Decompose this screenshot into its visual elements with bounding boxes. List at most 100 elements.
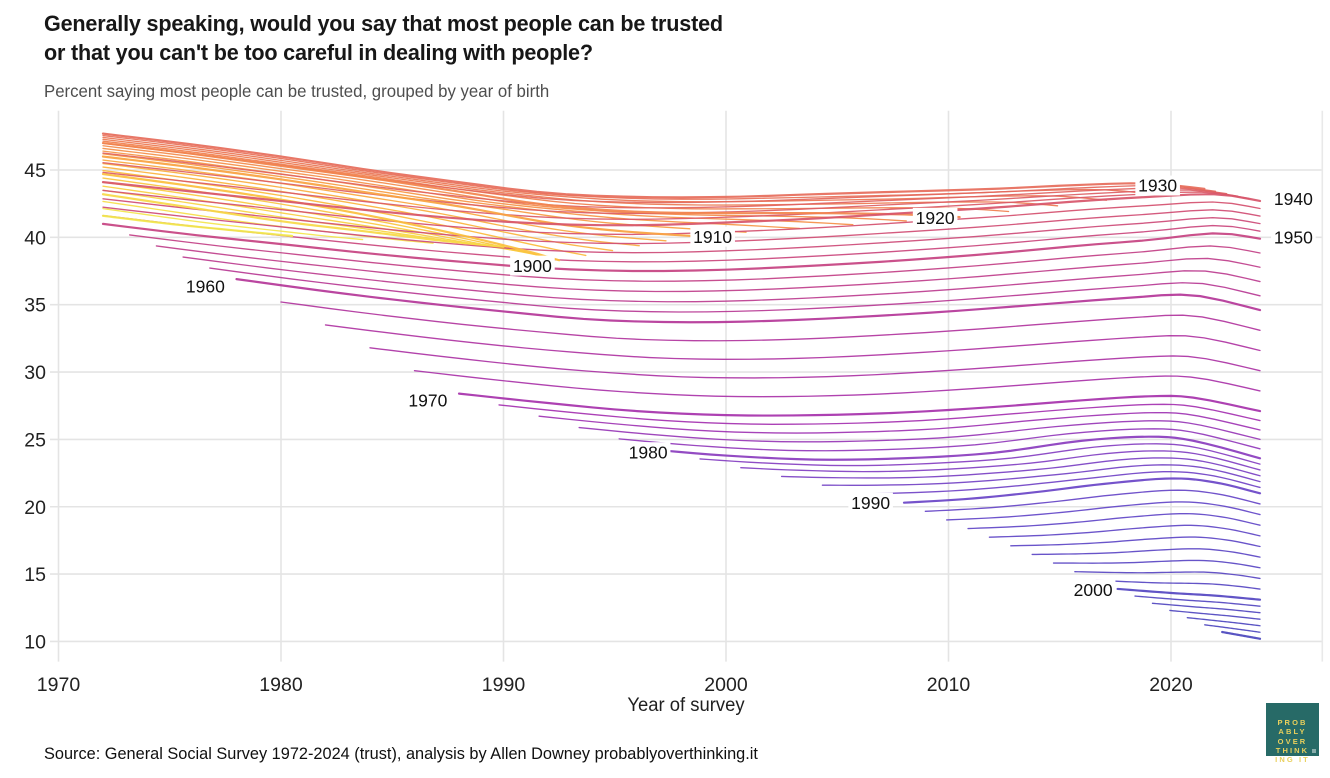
y-tick-label-45: 45 [24, 160, 46, 182]
cohort-label-1980: 1980 [629, 442, 668, 462]
cohort-line-1999 [1095, 579, 1261, 590]
cohort-line-1912 [102, 153, 747, 233]
cohort-label-1940: 1940 [1274, 189, 1313, 209]
cohort-line-1990 [902, 477, 1262, 504]
x-axis-title: Year of survey [627, 695, 745, 716]
cohort-label-bg-2000 [1070, 579, 1116, 600]
cohort-line-1982 [699, 443, 1261, 467]
cohort-line-1988 [862, 471, 1261, 495]
source-attribution: Source: General Social Survey 1972-2024 … [44, 744, 758, 763]
cohort-line-1976 [578, 420, 1261, 443]
cohort-label-bg-1980 [625, 442, 671, 463]
logo-mark [1312, 749, 1316, 753]
x-tick-label-2020: 2020 [1149, 674, 1193, 696]
cohort-line-1960 [235, 278, 1262, 324]
cohort-line-1994 [988, 524, 1261, 538]
cohort-label-1910: 1910 [693, 227, 732, 247]
cohort-line-1992 [946, 501, 1261, 521]
cohort-line-1922 [102, 140, 1010, 213]
cohort-line-1964 [324, 324, 1261, 360]
cohort-line-1962 [280, 301, 1261, 342]
cohort-line-1996 [1031, 548, 1261, 558]
cohort-label-bg-1960 [183, 276, 228, 297]
x-tick-label-2010: 2010 [927, 674, 971, 696]
cohort-line-1920 [101, 141, 961, 219]
y-tick-label-40: 40 [24, 227, 46, 249]
cohort-line-1968 [413, 370, 1261, 398]
cohort-label-bg-1910 [690, 226, 735, 247]
cohort-line-1993 [967, 512, 1261, 530]
cohort-label-bg-1930 [1135, 175, 1180, 196]
cohort-line-1885 [102, 207, 364, 241]
cohort-line-2000 [1116, 587, 1262, 601]
cohort-line-1906 [102, 162, 640, 247]
cohort-line-1995 [1010, 536, 1261, 548]
y-tick-label-30: 30 [24, 362, 46, 384]
logo-text: PROB ABLY OVER THINK ING IT [1275, 718, 1310, 765]
cohort-line-1954 [155, 245, 1261, 293]
cohort-lines-intermediate [102, 134, 1261, 633]
cohort-line-2005 [1204, 624, 1261, 633]
cohort-line-1948 [102, 214, 1261, 263]
cohort-line-1952 [129, 234, 1261, 282]
grid [50, 110, 1324, 662]
cohort-line-1983 [740, 450, 1261, 473]
cohort-label-1960: 1960 [186, 277, 225, 297]
cohort-line-1972 [498, 403, 1261, 425]
x-tick-label-1990: 1990 [482, 674, 526, 696]
cohort-label-bg-1970 [405, 390, 451, 411]
cohort-label-bg-1920 [912, 207, 958, 228]
cohort-line-1900 [101, 172, 561, 262]
cohort-line-2003 [1169, 609, 1261, 620]
cohort-line-1966 [369, 347, 1261, 379]
cohort-line-2006 [1221, 630, 1262, 640]
cohort-label-1950: 1950 [1274, 228, 1313, 248]
cohort-line-1974 [538, 411, 1261, 434]
cohort-label-1930: 1930 [1138, 176, 1177, 196]
chart-title: Generally speaking, would you say that m… [44, 11, 723, 65]
cohort-line-1958 [209, 267, 1261, 313]
y-tick-label-25: 25 [24, 429, 46, 451]
cohort-label-bg-1900 [510, 255, 555, 276]
y-tick-label-35: 35 [24, 295, 46, 317]
axis-tick-labels: 10 15 20 25 30 35 40 45 1970 1980 1990 2000 2010 2020 [24, 160, 1193, 696]
cohort-line-1934 [102, 152, 1228, 209]
cohort-line-1916 [102, 147, 854, 226]
cohort-line-1910 [101, 155, 694, 238]
cohort-line-1956 [182, 256, 1261, 303]
cohort-line-1918 [102, 145, 907, 222]
cohort-line-2002 [1151, 602, 1261, 614]
cohort-line-1950 [101, 222, 1262, 273]
cohort-line-1930 [101, 132, 1206, 199]
probablyoverthinking-logo: PROB ABLY OVER THINK ING IT [1266, 703, 1319, 764]
cohort-line-1946 [102, 206, 1261, 254]
cohort-line-1883 [101, 214, 294, 238]
cohort-line-2001 [1134, 595, 1261, 607]
x-tick-label-1980: 1980 [259, 674, 303, 696]
cohort-label-bg-1940 [1271, 188, 1316, 209]
cohort-line-1938 [102, 171, 1250, 221]
cohort-line-2004 [1186, 616, 1261, 627]
cohort-line-1985 [780, 457, 1261, 479]
cohort-line-1991 [924, 489, 1261, 513]
cohort-label-2000: 2000 [1074, 580, 1113, 600]
cohort-lines-decade [101, 132, 1262, 640]
cohort-line-1998 [1074, 571, 1261, 580]
cohort-line-1997 [1052, 559, 1261, 569]
cohort-line-1940 [101, 181, 1262, 227]
cohort-label-1970: 1970 [408, 391, 447, 411]
cohort-line-1970 [457, 392, 1262, 417]
chart-subtitle: Percent saying most people can be truste… [44, 81, 550, 101]
x-tick-label-1970: 1970 [37, 674, 81, 696]
cohort-label-bg-1990 [848, 492, 893, 513]
cohort-label-1990: 1990 [851, 493, 890, 513]
x-tick-label-2000: 2000 [704, 674, 748, 696]
cohort-line-1890 [101, 193, 505, 248]
cohort-label-1900: 1900 [513, 256, 552, 276]
y-tick-label-20: 20 [24, 497, 46, 519]
cohort-label-1920: 1920 [916, 208, 955, 228]
cohort-line-1978 [618, 428, 1261, 452]
cohort-labels: 1900 1910 1920 1930 1940 1950 1960 1970 1980 1990… [183, 175, 1316, 600]
